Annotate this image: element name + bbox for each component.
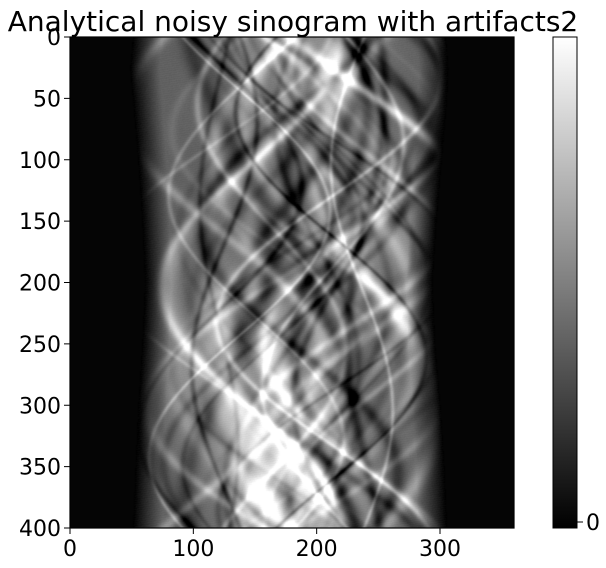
y-axis: 0 50 100 150 200 250 300 350 400	[19, 26, 70, 542]
y-tick-label: 300	[19, 394, 61, 419]
x-tick-label: 200	[296, 537, 338, 562]
x-axis: 0 100 200 300	[63, 528, 461, 562]
x-tick-label: 300	[419, 537, 461, 562]
y-tick-label: 250	[19, 333, 61, 358]
x-tick-label: 100	[172, 537, 214, 562]
heatmap-image	[70, 37, 514, 528]
y-tick-label: 200	[19, 272, 61, 297]
chart-title: Analytical noisy sinogram with artifacts…	[8, 5, 579, 38]
y-tick-label: 400	[19, 517, 61, 542]
y-tick-label: 150	[19, 210, 61, 235]
y-tick-label: 0	[47, 26, 61, 51]
colorbar-tick-label: 0	[586, 511, 600, 536]
colorbar	[552, 36, 578, 529]
x-tick-label: 0	[63, 537, 77, 562]
y-tick-label: 350	[19, 456, 61, 481]
y-tick-label: 50	[33, 87, 61, 112]
colorbar-ticks: 0	[577, 511, 600, 536]
y-tick-label: 100	[19, 149, 61, 174]
